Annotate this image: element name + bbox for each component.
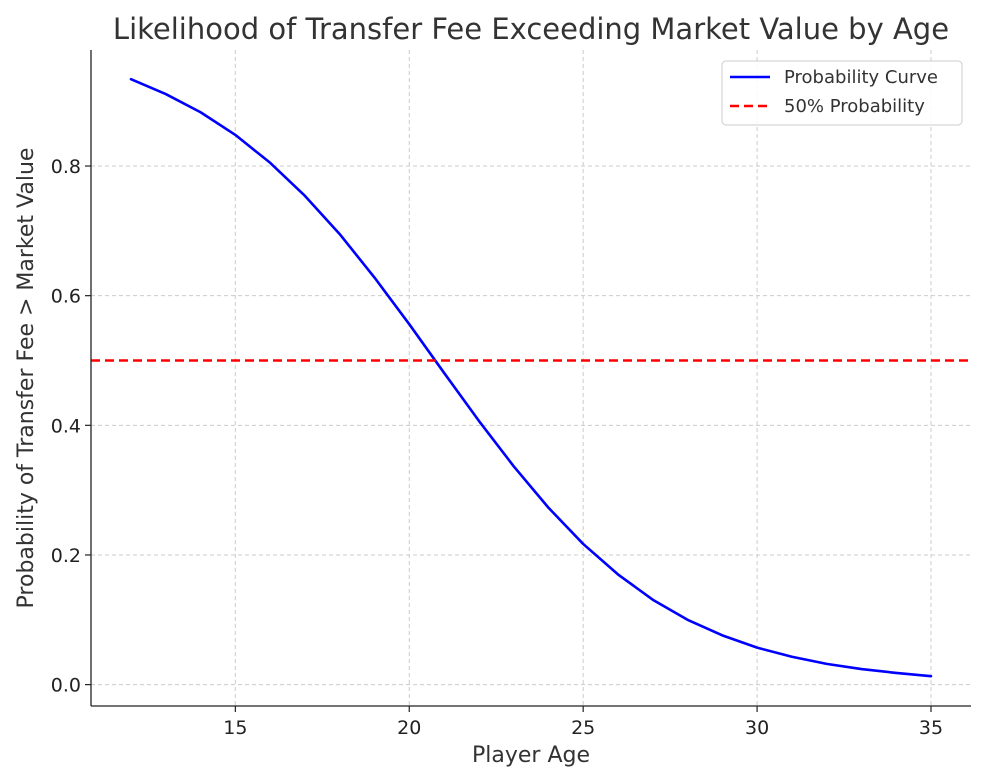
series-layer	[91, 77, 971, 678]
legend-box	[721, 60, 963, 126]
chart-title: Likelihood of Transfer Fee Exceeding Mar…	[113, 12, 949, 46]
y-axis-label: Probability of Transfer Fee > Market Val…	[14, 148, 39, 609]
legend-label-1: Probability Curve	[784, 67, 938, 88]
y-tick-label: 0.0	[51, 675, 81, 697]
y-tick-label: 0.6	[51, 286, 81, 308]
x-tick-label: 30	[745, 717, 769, 739]
y-tick-label: 0.8	[51, 156, 81, 178]
legend-label-2: 50% Probability	[784, 96, 925, 117]
series-line-1	[129, 77, 933, 678]
legend: Probability Curve 50% Probability	[721, 60, 963, 126]
x-tick-label: 35	[919, 717, 943, 739]
grid-lines	[91, 50, 971, 706]
x-tick-label: 20	[397, 717, 421, 739]
x-tick-label: 15	[223, 717, 247, 739]
y-tick-label: 0.2	[51, 545, 81, 567]
axes	[90, 50, 971, 707]
x-axis-label: Player Age	[472, 743, 590, 768]
ticks: 15 20 25 30 35 0.0 0.2 0.4 0.6 0.8	[51, 156, 943, 739]
y-tick-label: 0.4	[51, 415, 81, 437]
x-tick-label: 25	[571, 717, 595, 739]
